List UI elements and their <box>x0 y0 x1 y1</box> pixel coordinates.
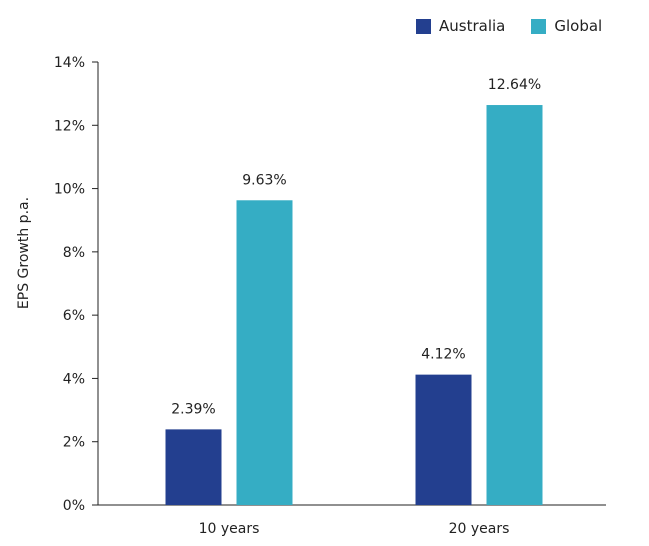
bar-global <box>236 200 293 505</box>
chart-legend: Australia Global <box>416 17 602 35</box>
bar-australia <box>165 429 222 505</box>
y-tick-label: 0% <box>63 498 85 514</box>
legend-label-australia: Australia <box>439 17 506 35</box>
legend-item-global: Global <box>531 17 602 35</box>
y-tick-label: 8% <box>63 245 85 261</box>
data-label-australia: 2.39% <box>171 401 215 417</box>
bar-global <box>486 105 543 505</box>
bar-australia <box>415 374 472 505</box>
data-label-global: 9.63% <box>242 172 286 188</box>
y-tick-label: 10% <box>54 182 85 198</box>
y-tick-label: 12% <box>54 118 85 134</box>
x-tick-label: 10 years <box>199 521 260 537</box>
legend-swatch-global <box>531 18 547 34</box>
y-tick-label: 6% <box>63 308 85 324</box>
legend-label-global: Global <box>554 17 603 35</box>
y-tick-label: 14% <box>54 55 85 71</box>
data-label-global: 12.64% <box>488 77 541 93</box>
data-label-australia: 4.12% <box>421 347 465 363</box>
y-tick-label: 2% <box>63 435 85 451</box>
legend-swatch-australia <box>416 18 431 34</box>
y-tick-label: 4% <box>63 371 85 387</box>
x-tick-label: 20 years <box>449 521 510 537</box>
legend-item-australia: Australia <box>416 17 505 35</box>
